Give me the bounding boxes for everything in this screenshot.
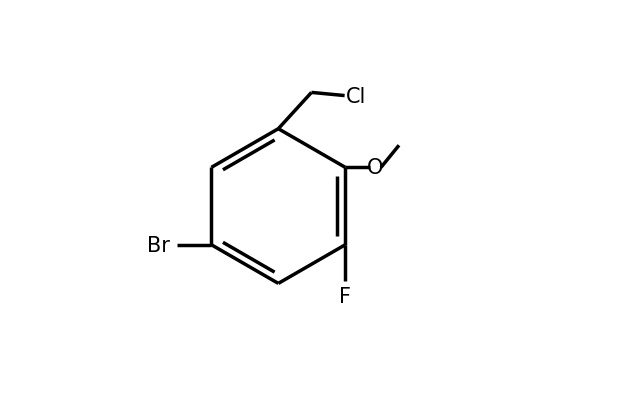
Text: F: F xyxy=(339,286,351,306)
Text: O: O xyxy=(367,158,384,178)
Text: Cl: Cl xyxy=(346,86,366,106)
Text: Br: Br xyxy=(147,235,170,255)
